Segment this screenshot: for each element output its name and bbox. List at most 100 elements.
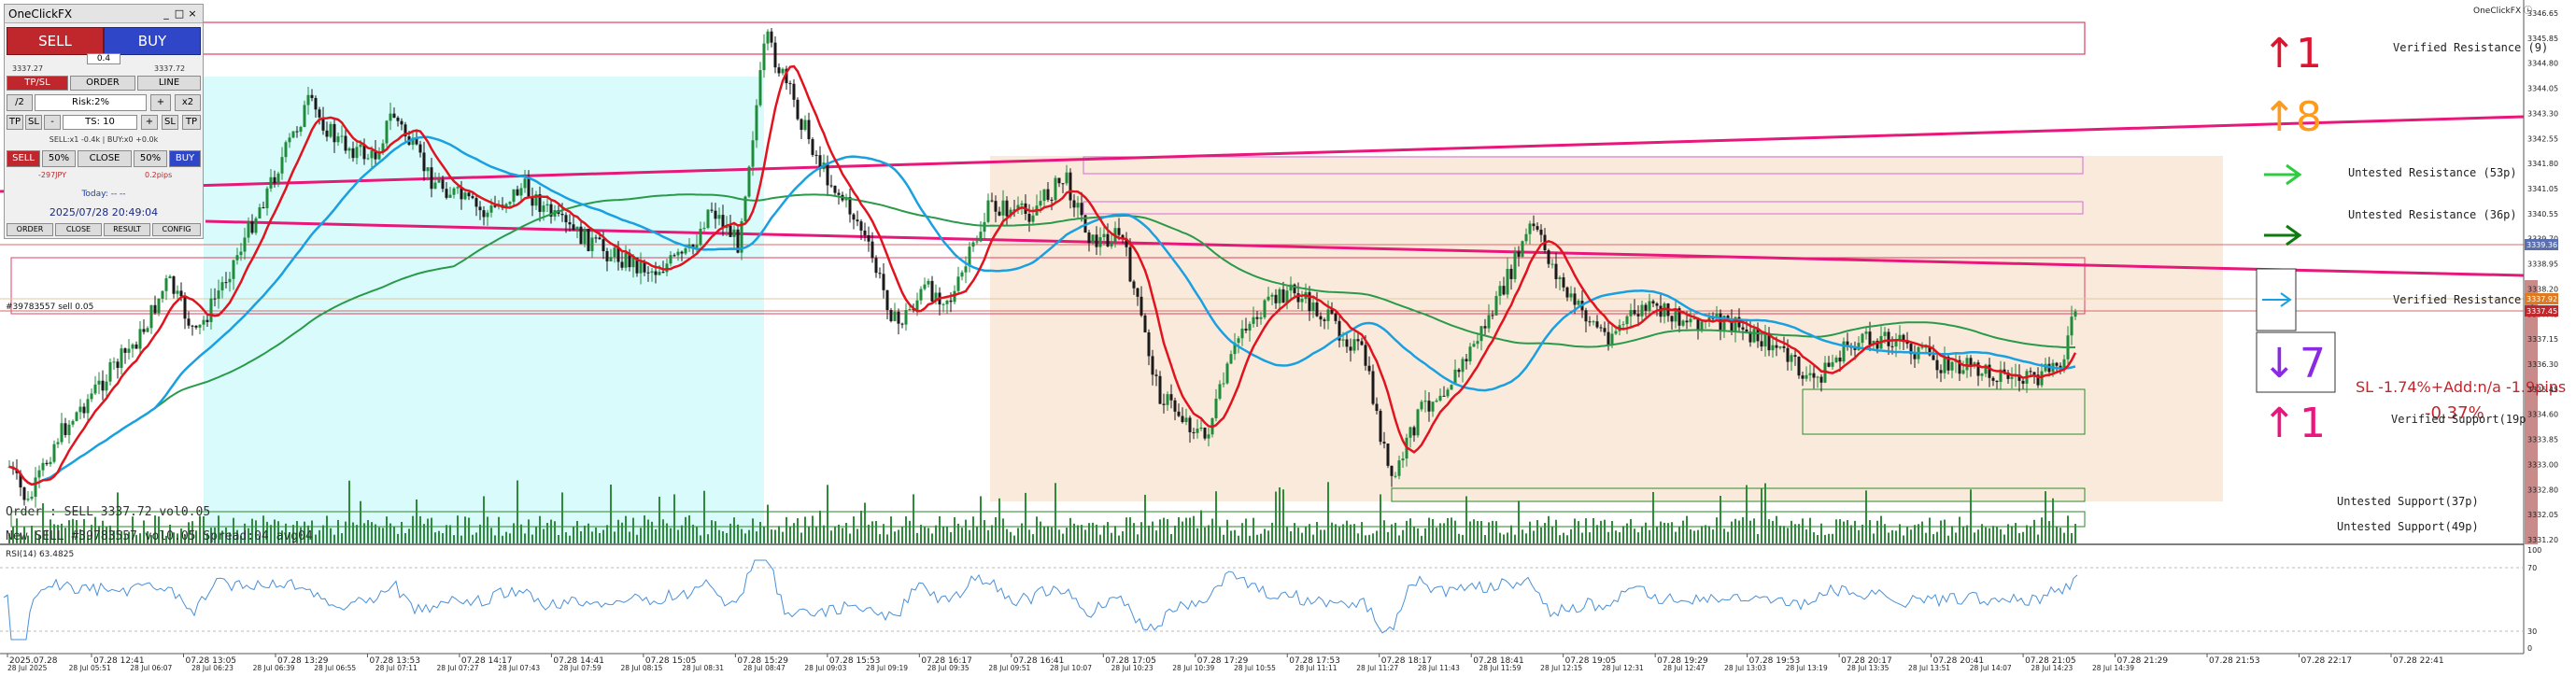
candle-body xyxy=(329,123,333,137)
candle-body xyxy=(1225,363,1229,384)
candle-body xyxy=(1722,316,1726,331)
volume-bar xyxy=(1398,535,1400,543)
time-axis[interactable]: 2025.07.28 07.28 12:41 07.28 13:05 07.28 13… xyxy=(7,654,2444,672)
candle-body xyxy=(1110,241,1113,246)
candle-body xyxy=(433,182,437,190)
oneclick-panel[interactable]: OneClickFX _ □ × SELL BUY 0.4 3337.27 33… xyxy=(4,4,204,239)
volume-bar xyxy=(666,523,668,543)
volume-bar xyxy=(1409,518,1411,543)
volume-bar xyxy=(853,516,855,543)
bottom-tab-order[interactable]: ORDER xyxy=(7,223,53,236)
candle-body xyxy=(736,229,740,253)
volume-bar xyxy=(1850,525,1852,543)
candle-body xyxy=(527,178,531,197)
double-button[interactable]: x2 xyxy=(175,94,201,111)
volume-bar xyxy=(800,532,802,543)
volume-bar xyxy=(1043,526,1045,543)
candle-body xyxy=(1267,296,1270,301)
panel-titlebar[interactable]: OneClickFX _ □ × xyxy=(5,5,203,23)
ts-plus-button[interactable]: + xyxy=(141,115,158,130)
candle-body xyxy=(1244,328,1248,331)
close-buy-button[interactable]: BUY xyxy=(169,150,201,167)
volume-bar xyxy=(318,529,320,543)
candle-body xyxy=(994,201,998,212)
candle-body xyxy=(1808,373,1812,375)
candle-body xyxy=(1270,294,1274,297)
risk-field[interactable]: Risk:2% xyxy=(35,94,147,111)
rsi-tick-label: 100 xyxy=(2527,546,2541,555)
candle-body xyxy=(717,215,721,219)
candle-body xyxy=(1472,344,1476,347)
candle-body xyxy=(1752,329,1756,343)
buy-button[interactable]: BUY xyxy=(104,27,201,55)
volume-bar xyxy=(1604,519,1606,543)
candle-body xyxy=(1592,321,1595,323)
candle-body xyxy=(1379,411,1382,443)
minimize-icon[interactable]: _ xyxy=(163,7,169,20)
ts-minus-button[interactable]: - xyxy=(44,115,61,130)
time-label-bottom: 28 Jul 06:07 xyxy=(130,664,172,672)
tp-toggle[interactable]: TP xyxy=(7,115,23,130)
candle-body xyxy=(1147,332,1151,357)
tp-toggle-right-2[interactable]: TP xyxy=(182,115,201,130)
tab-line[interactable]: LINE xyxy=(137,76,201,91)
tp-toggle-right[interactable]: SL xyxy=(162,115,178,130)
candle-body xyxy=(250,221,254,233)
volume-bar xyxy=(561,492,563,543)
candle-body xyxy=(1636,314,1640,317)
volume-bar xyxy=(1903,535,1904,543)
candle-body xyxy=(60,423,64,443)
close-half-sell-button[interactable]: 50% xyxy=(42,150,76,167)
volume-bar xyxy=(1245,518,1247,543)
candle-body xyxy=(706,209,710,229)
volume-bar xyxy=(98,526,100,543)
candle-body xyxy=(755,105,758,141)
tab-tpsl[interactable]: TP/SL xyxy=(7,76,68,91)
volume-bar xyxy=(1342,524,1344,543)
price-tick-label: 3340.55 xyxy=(2527,210,2558,218)
volume-bar xyxy=(240,535,242,543)
candle-body xyxy=(1734,317,1737,332)
close-sell-button[interactable]: SELL xyxy=(7,150,40,167)
close-half-buy-button[interactable]: 50% xyxy=(134,150,167,167)
candle-body xyxy=(1476,341,1479,345)
volume-bar xyxy=(647,519,649,543)
volume-bar xyxy=(1697,529,1699,543)
volume-bar xyxy=(1484,534,1486,543)
time-label-bottom: 28 Jul 10:39 xyxy=(1172,664,1214,672)
volume-bar xyxy=(68,520,70,543)
ts-field[interactable]: TS: 10 xyxy=(63,115,137,130)
volume-bar xyxy=(2067,515,2069,543)
tab-order[interactable]: ORDER xyxy=(70,76,135,91)
volume-bar xyxy=(165,535,167,543)
candle-body xyxy=(456,187,460,189)
sl-toggle[interactable]: SL xyxy=(25,115,42,130)
volume-bar xyxy=(1286,527,1288,543)
candle-body xyxy=(672,255,676,257)
maximize-icon[interactable]: □ xyxy=(174,7,185,20)
verified-resistance-zone xyxy=(10,257,2086,315)
halve-button[interactable]: /2 xyxy=(7,94,33,111)
candle-body xyxy=(1356,339,1360,342)
price-axis[interactable]: 3346.65 3345.85 3344.80 3344.05 3343.30 3342.… xyxy=(2525,9,2558,544)
risk-plus-button[interactable]: + xyxy=(150,94,171,111)
close-all-button[interactable]: CLOSE xyxy=(78,150,132,167)
bottom-tab-result[interactable]: RESULT xyxy=(104,223,150,236)
volume-bar xyxy=(1592,517,1594,543)
bottom-tab-config[interactable]: CONFIG xyxy=(152,223,201,236)
volume-bar xyxy=(139,533,141,543)
candle-body xyxy=(1420,401,1423,410)
volume-bar xyxy=(1626,523,1628,543)
candle-body xyxy=(650,271,654,274)
close-icon[interactable]: × xyxy=(188,7,197,20)
volume-bar xyxy=(1790,520,1792,543)
candle-body xyxy=(333,123,336,143)
candle-body xyxy=(471,196,474,199)
bottom-tab-close[interactable]: CLOSE xyxy=(55,223,102,236)
candle-body xyxy=(1521,241,1524,257)
candle-body xyxy=(1827,362,1831,367)
volume-bar xyxy=(1622,526,1624,543)
sell-button[interactable]: SELL xyxy=(7,27,104,55)
